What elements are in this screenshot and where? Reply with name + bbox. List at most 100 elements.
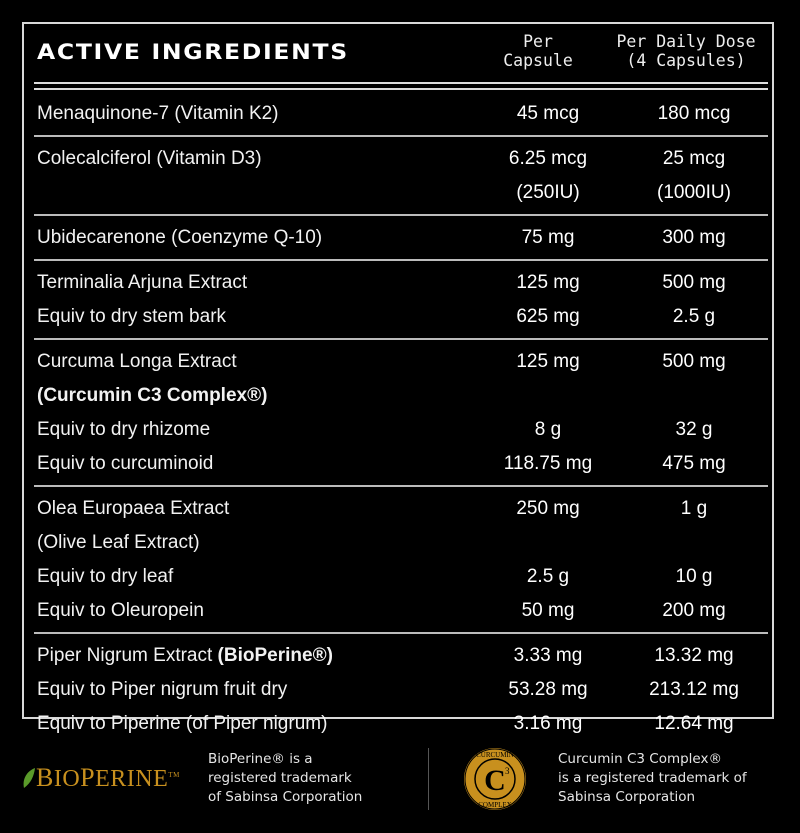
note-line: Curcumin C3 Complex® bbox=[558, 751, 722, 767]
name-text: Piper Nigrum Extract bbox=[37, 645, 218, 666]
daily-dose-value: 213.12 mg bbox=[649, 679, 739, 700]
header-divider bbox=[34, 88, 768, 90]
table-row: Curcuma Longa Extract 125 mg 500 mg bbox=[34, 345, 768, 379]
per-capsule-value: 118.75 mg bbox=[503, 453, 593, 474]
table-row: Equiv to dry rhizome 8 g 32 g bbox=[34, 413, 768, 447]
note-line: of Sabinsa Corporation bbox=[208, 789, 363, 805]
ingredient-rows: Menaquinone-7 (Vitamin K2) 45 mcg 180 mcg C… bbox=[24, 92, 772, 745]
bioperine-trademark-note: BioPerine® is a registered trademark of … bbox=[208, 750, 362, 807]
svg-text:3: 3 bbox=[505, 766, 510, 776]
ingredient-name: (Olive Leaf Extract) bbox=[37, 526, 200, 560]
daily-dose-value: (1000IU) bbox=[657, 182, 731, 203]
ingredient-group: Terminalia Arjuna Extract 125 mg 500 mg Equ… bbox=[34, 261, 768, 340]
ingredient-name: Colecalciferol (Vitamin D3) bbox=[37, 142, 262, 176]
ingredient-group: Colecalciferol (Vitamin D3) 6.25 mcg 25 mc… bbox=[34, 137, 768, 216]
daily-dose-value: 2.5 g bbox=[672, 306, 716, 327]
per-capsule-value: 75 mg bbox=[521, 227, 575, 248]
ingredient-name: Curcuma Longa Extract bbox=[37, 345, 237, 379]
name-text: Equiv to dry rhizome bbox=[37, 419, 211, 440]
ingredient-group: Curcuma Longa Extract 125 mg 500 mg (Curcum… bbox=[34, 340, 768, 487]
daily-dose-value: 500 mg bbox=[662, 351, 726, 372]
footer-divider bbox=[428, 748, 429, 810]
ingredient-name: Equiv to curcuminoid bbox=[37, 447, 213, 481]
name-text: Olea Europaea Extract bbox=[37, 498, 230, 519]
name-text: Equiv to dry stem bark bbox=[37, 306, 227, 327]
table-row: Piper Nigrum Extract (BioPerine®) 3.33 mg… bbox=[34, 639, 768, 673]
table-row: Equiv to curcuminoid 118.75 mg 475 mg bbox=[34, 447, 768, 481]
name-text: Menaquinone-7 (Vitamin K2) bbox=[37, 103, 279, 124]
daily-dose-value: 25 mcg bbox=[662, 148, 726, 169]
per-capsule-value: (250IU) bbox=[516, 182, 580, 203]
name-text: Equiv to Piperine (of Piper nigrum) bbox=[37, 713, 328, 734]
leaf-icon bbox=[23, 768, 35, 788]
ingredient-name: Ubidecarenone (Coenzyme Q-10) bbox=[37, 221, 322, 255]
name-text: Equiv to Piper nigrum fruit dry bbox=[37, 679, 288, 700]
table-row: (Olive Leaf Extract) bbox=[34, 526, 768, 560]
name-text: Equiv to Oleuropein bbox=[37, 600, 204, 621]
per-capsule-value: 8 g bbox=[534, 419, 562, 440]
table-header: ACTIVE INGREDIENTS Per Capsule Per Daily… bbox=[24, 24, 772, 86]
name-text: Curcuma Longa Extract bbox=[37, 351, 237, 372]
trademark-footer: BIOPERINETM BioPerine® is a registered t… bbox=[0, 730, 800, 833]
column-header-daily-dose: Per Daily Dose (4 Capsules) bbox=[598, 32, 774, 70]
per-capsule-value: 53.28 mg bbox=[508, 679, 588, 700]
daily-dose-value: 200 mg bbox=[662, 600, 726, 621]
per-capsule-value: 125 mg bbox=[516, 351, 580, 372]
per-capsule-value: 50 mg bbox=[521, 600, 575, 621]
ingredient-name: Equiv to Piper nigrum fruit dry bbox=[37, 673, 287, 707]
ingredient-name: Equiv to Piperine (of Piper nigrum) bbox=[37, 707, 327, 741]
name-bold-text: (BioPerine®) bbox=[217, 645, 333, 666]
col1-line2: Capsule bbox=[503, 51, 573, 70]
per-capsule-value: 250 mg bbox=[516, 498, 580, 519]
header-divider bbox=[34, 82, 768, 84]
bioperine-logo: BIOPERINETM bbox=[22, 763, 180, 793]
table-row: Ubidecarenone (Coenzyme Q-10) 75 mg 300 mg bbox=[34, 221, 768, 255]
ingredient-name: Equiv to dry stem bark bbox=[37, 300, 226, 334]
ingredient-group: Piper Nigrum Extract (BioPerine®) 3.33 mg… bbox=[34, 634, 768, 745]
table-row: Equiv to Oleuropein 50 mg 200 mg bbox=[34, 594, 768, 628]
ingredient-group: Menaquinone-7 (Vitamin K2) 45 mcg 180 mcg bbox=[34, 92, 768, 137]
daily-dose-value: 300 mg bbox=[662, 227, 726, 248]
per-capsule-value: 2.5 g bbox=[526, 566, 570, 587]
name-bold-text: (Curcumin C3 Complex®) bbox=[37, 385, 268, 406]
ingredient-name: Menaquinone-7 (Vitamin K2) bbox=[37, 97, 279, 131]
ingredients-panel: ACTIVE INGREDIENTS Per Capsule Per Daily… bbox=[22, 22, 774, 734]
name-text: Colecalciferol (Vitamin D3) bbox=[37, 148, 262, 169]
name-text: Equiv to dry leaf bbox=[37, 566, 174, 587]
per-capsule-value: 3.33 mg bbox=[513, 645, 583, 666]
table-row: Terminalia Arjuna Extract 125 mg 500 mg bbox=[34, 266, 768, 300]
ingredient-name: Equiv to dry leaf bbox=[37, 560, 173, 594]
table-row: Equiv to dry leaf 2.5 g 10 g bbox=[34, 560, 768, 594]
daily-dose-value: 500 mg bbox=[662, 272, 726, 293]
note-line: registered trademark bbox=[208, 770, 352, 786]
c3-trademark-note: Curcumin C3 Complex® is a registered tra… bbox=[558, 750, 747, 807]
name-text: Ubidecarenone (Coenzyme Q-10) bbox=[37, 227, 323, 248]
table-row: (Curcumin C3 Complex®) bbox=[34, 379, 768, 413]
daily-dose-value: 12.64 mg bbox=[654, 713, 734, 734]
daily-dose-value: 13.32 mg bbox=[654, 645, 734, 666]
per-capsule-value: 6.25 mcg bbox=[508, 148, 588, 169]
svg-text:COMPLEX: COMPLEX bbox=[478, 801, 511, 809]
daily-dose-value: 10 g bbox=[675, 566, 713, 587]
daily-dose-value: 475 mg bbox=[662, 453, 726, 474]
name-text: Terminalia Arjuna Extract bbox=[37, 272, 248, 293]
col1-line1: Per bbox=[523, 32, 553, 51]
daily-dose-value: 180 mcg bbox=[657, 103, 731, 124]
table-title: ACTIVE INGREDIENTS bbox=[37, 40, 349, 64]
note-line: Sabinsa Corporation bbox=[558, 789, 696, 805]
table-row: Equiv to dry stem bark 625 mg 2.5 g bbox=[34, 300, 768, 334]
ingredient-name: Equiv to dry rhizome bbox=[37, 413, 210, 447]
table-row: Colecalciferol (Vitamin D3) 6.25 mcg 25 mc… bbox=[34, 142, 768, 176]
svg-text:CURCUMIN: CURCUMIN bbox=[476, 751, 514, 759]
table-row: Equiv to Piper nigrum fruit dry 53.28 mg 2… bbox=[34, 673, 768, 707]
note-line: BioPerine® is a bbox=[208, 751, 313, 767]
ingredient-name: Olea Europaea Extract bbox=[37, 492, 229, 526]
ingredient-group: Ubidecarenone (Coenzyme Q-10) 75 mg 300 mg bbox=[34, 216, 768, 261]
svg-text:C: C bbox=[484, 764, 506, 797]
col2-line2: (4 Capsules) bbox=[626, 51, 746, 70]
note-line: is a registered trademark of bbox=[558, 770, 747, 786]
per-capsule-value: 45 mcg bbox=[516, 103, 580, 124]
table-row: Equiv to Piperine (of Piper nigrum) 3.16 … bbox=[34, 707, 768, 741]
curcumin-c3-logo: C 3 CURCUMIN COMPLEX bbox=[464, 748, 526, 810]
col2-line1: Per Daily Dose bbox=[616, 32, 756, 51]
